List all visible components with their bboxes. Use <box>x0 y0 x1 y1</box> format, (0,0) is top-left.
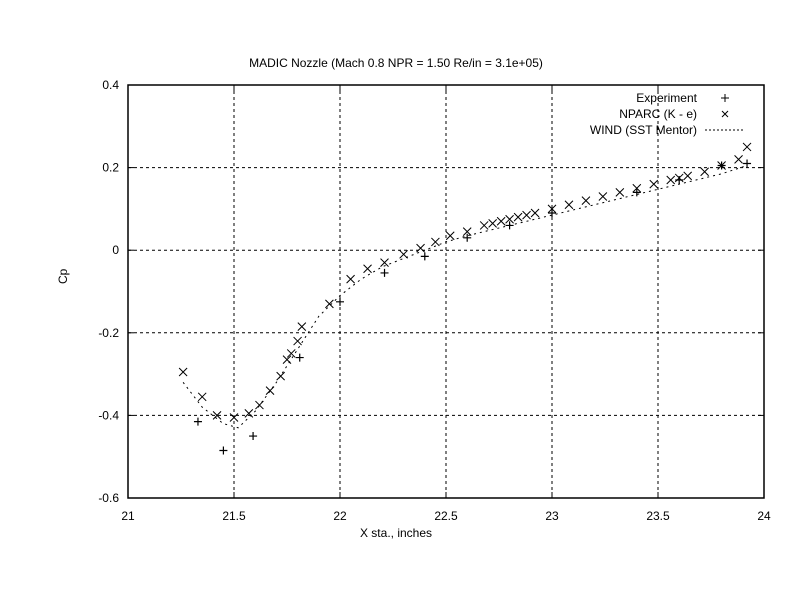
legend-plus-icon <box>721 94 729 102</box>
nparc-point <box>564 200 574 210</box>
experiment-point <box>463 233 472 242</box>
experiment-point <box>380 268 389 277</box>
nparc-point <box>666 175 676 185</box>
legend-cross-icon <box>721 110 729 118</box>
nparc-point <box>346 274 355 284</box>
nparc-point <box>683 171 693 181</box>
legend: Experiment NPARC (K - e) WIND (SST Mentor) <box>590 91 745 137</box>
axes <box>127 84 765 499</box>
nparc-point <box>547 204 557 214</box>
x-tick-label: 21 <box>121 509 135 523</box>
nparc-point <box>297 322 307 331</box>
chart-title: MADIC Nozzle (Mach 0.8 NPR = 1.50 Re/in … <box>249 56 543 70</box>
nparc-point <box>530 208 540 218</box>
nparc-point <box>674 173 684 183</box>
nparc-point <box>445 231 455 241</box>
nparc-point <box>700 167 709 177</box>
nparc-point <box>293 336 302 346</box>
x-axis-label: X sta., inches <box>359 526 433 540</box>
nparc-point <box>212 411 222 420</box>
nparc-point <box>522 210 531 220</box>
nparc-point <box>380 258 389 267</box>
nparc-point <box>244 408 254 418</box>
experiment-point <box>219 446 228 455</box>
nparc-point <box>282 355 292 364</box>
legend-label: WIND (SST Mentor) <box>590 123 697 137</box>
legend-label: NPARC (K - e) <box>619 107 697 121</box>
y-tick-label: -0.2 <box>98 326 119 340</box>
y-tick-label: -0.4 <box>98 408 119 422</box>
nparc-point <box>496 216 506 226</box>
nparc-point <box>325 299 334 309</box>
nparc-point <box>632 183 642 193</box>
y-tick-label: 0.4 <box>102 78 119 92</box>
x-tick-label: 24 <box>757 509 771 523</box>
x-tick-label: 23.5 <box>646 509 670 523</box>
nparc-point <box>505 214 514 224</box>
nparc-point <box>742 142 752 152</box>
nparc-point <box>197 392 207 402</box>
experiment-point <box>743 159 752 168</box>
nparc-point <box>615 188 625 197</box>
x-tick-label: 23 <box>545 509 559 523</box>
nparc-point <box>462 227 472 236</box>
x-tick-label: 21.5 <box>222 509 246 523</box>
grid-lines <box>128 85 764 498</box>
x-tick-label: 22.5 <box>434 509 458 523</box>
experiment-point <box>632 188 641 197</box>
wind-sst-line <box>182 165 748 429</box>
nparc-point <box>276 371 285 381</box>
nparc-point <box>229 413 239 422</box>
x-tick-label: 22 <box>333 509 347 523</box>
experiment-point <box>193 417 202 426</box>
tick-labels: 21 21.5 22 22.5 23 23.5 24 -0.6 -0.4 -0.2 0 0.2 0.4 <box>98 78 771 523</box>
nparc-point <box>581 196 591 205</box>
experiment-point <box>420 252 429 261</box>
nparc-point <box>734 154 743 164</box>
nparc-point <box>488 219 497 228</box>
y-tick-label: -0.6 <box>98 491 119 505</box>
nparc-point <box>286 349 296 358</box>
nparc-point <box>178 367 188 377</box>
experiment-point <box>675 175 684 184</box>
experiment-point <box>336 297 344 306</box>
data-series <box>178 142 752 455</box>
y-tick-label: 0 <box>112 243 119 257</box>
nparc-point <box>479 221 489 230</box>
nparc-point <box>717 161 726 170</box>
nparc-point <box>649 179 659 189</box>
nparc-point <box>431 237 440 247</box>
nparc-point <box>598 192 608 201</box>
nparc-point <box>363 264 372 274</box>
experiment-point <box>548 209 556 218</box>
nparc-point <box>513 212 523 222</box>
y-tick-label: 0.2 <box>102 161 119 175</box>
plot-frame <box>127 84 765 499</box>
legend-label: Experiment <box>636 91 697 105</box>
experiment-point <box>249 432 258 441</box>
experiment-point <box>295 353 304 362</box>
